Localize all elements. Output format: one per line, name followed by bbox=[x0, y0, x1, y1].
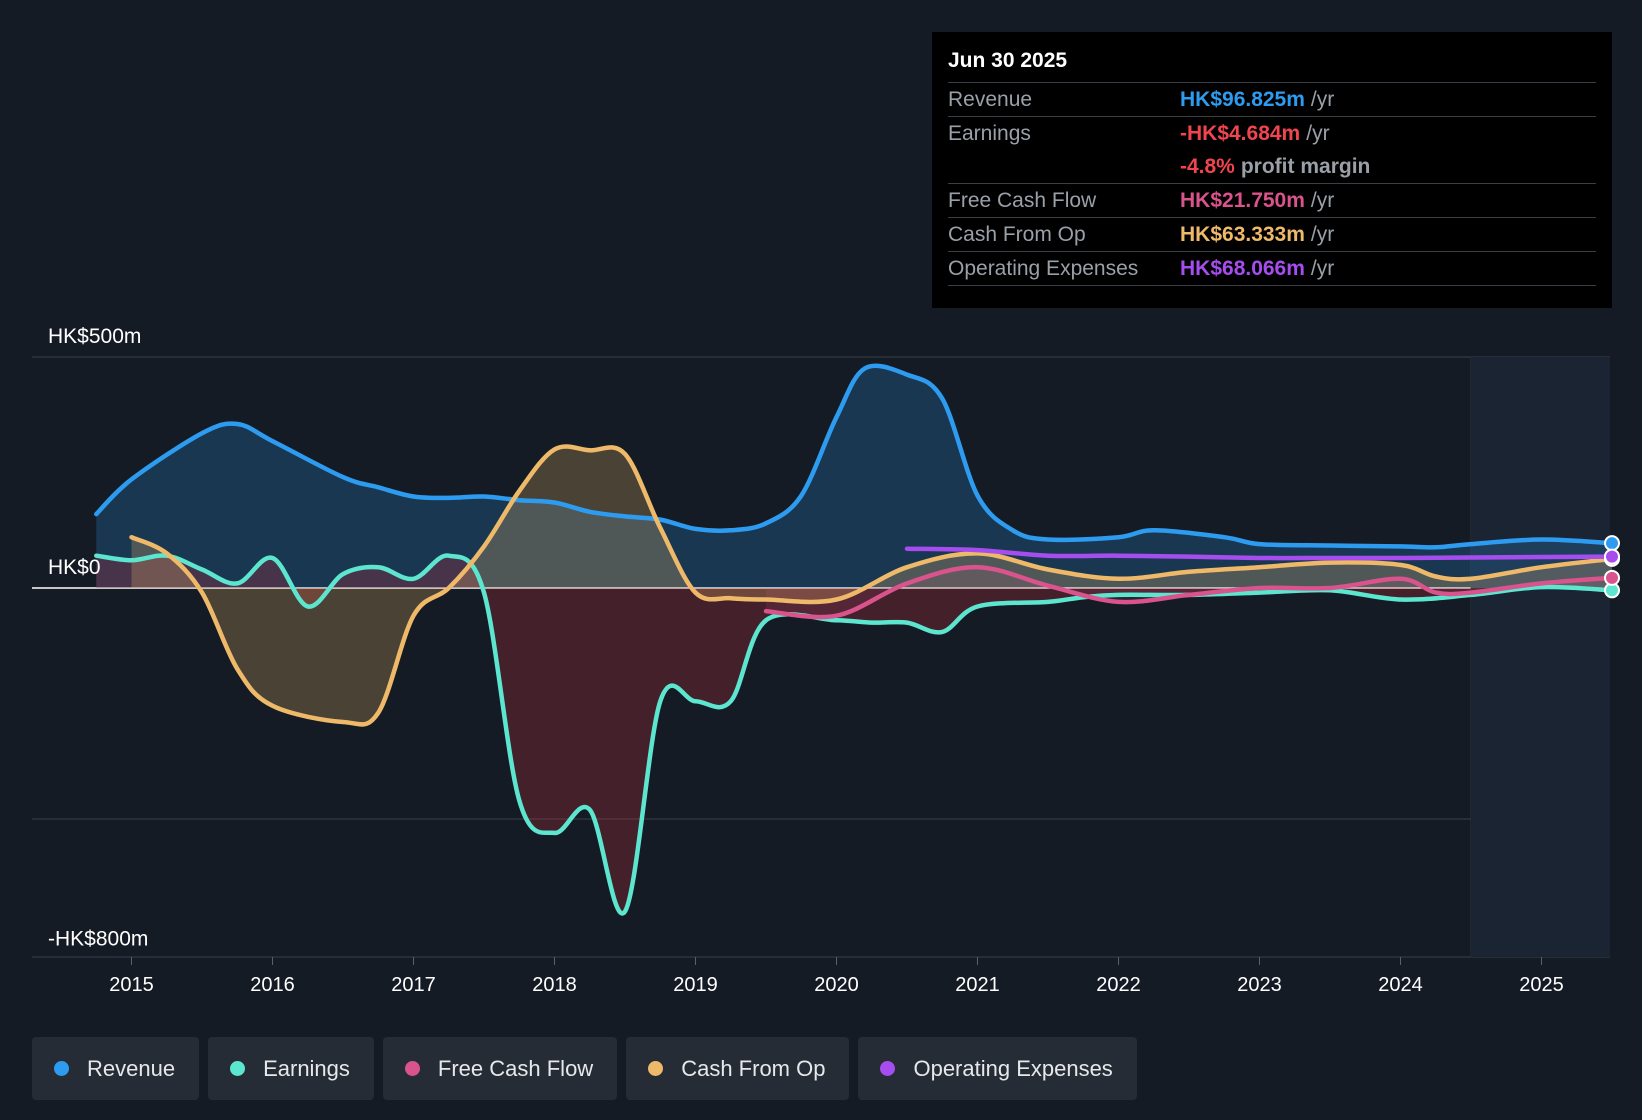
tooltip-row: Earnings -HK$4.684m/yr bbox=[948, 117, 1596, 150]
x-tick-label: 2020 bbox=[814, 974, 859, 996]
free-cash-flow-line bbox=[763, 564, 1615, 620]
tooltip-row-value: HK$96.825m bbox=[1180, 88, 1305, 111]
tooltip-row: Free Cash Flow HK$21.750m/yr bbox=[948, 184, 1596, 218]
series-endpoints bbox=[1604, 535, 1620, 599]
y-tick-label: HK$500m bbox=[48, 325, 141, 348]
tooltip-row-label bbox=[948, 150, 1180, 183]
operating-expenses-endpoint bbox=[1604, 548, 1620, 565]
x-tick-label: 2015 bbox=[109, 974, 154, 996]
legend-label: Revenue bbox=[87, 1055, 176, 1081]
legend-dot-icon bbox=[880, 1061, 896, 1076]
legend-item-free-cash-flow[interactable]: Free Cash Flow bbox=[382, 1037, 618, 1100]
x-tick-label: 2021 bbox=[955, 974, 1000, 996]
tooltip-row-unit: /yr bbox=[1310, 257, 1335, 280]
legend-dot-icon bbox=[648, 1061, 664, 1076]
tooltip-row-unit: /yr bbox=[1310, 189, 1335, 212]
revenue-line bbox=[94, 363, 1615, 550]
tooltip-row-unit: /yr bbox=[1306, 122, 1330, 145]
cash-from-op-line bbox=[129, 444, 1615, 727]
tooltip-row-unit: /yr bbox=[1310, 88, 1335, 111]
tooltip-rows: Revenue HK$96.825m/yr Earnings -HK$4.684m/y… bbox=[948, 83, 1596, 286]
legend-item-revenue[interactable]: Revenue bbox=[32, 1037, 200, 1100]
x-tick-label: 2024 bbox=[1378, 974, 1423, 996]
tooltip-row-value: HK$68.066m bbox=[1180, 257, 1305, 280]
revenue-endpoint bbox=[1604, 535, 1620, 552]
legend-item-cash-from-op[interactable]: Cash From Op bbox=[626, 1037, 850, 1100]
y-tick-label: -HK$800m bbox=[48, 928, 148, 951]
x-tick-label: 2018 bbox=[532, 974, 577, 996]
tooltip-date: Jun 30 2025 bbox=[948, 46, 1596, 83]
tooltip-row-value: -4.8% bbox=[1180, 155, 1235, 178]
tooltip-row-value: HK$21.750m bbox=[1180, 189, 1305, 212]
legend-dot-icon bbox=[230, 1061, 246, 1076]
x-tick-label: 2016 bbox=[250, 974, 295, 996]
x-tick-label: 2023 bbox=[1237, 974, 1282, 996]
legend-label: Cash From Op bbox=[681, 1055, 826, 1081]
x-tick-label: 2022 bbox=[1096, 974, 1141, 996]
tooltip-row-label: Earnings bbox=[948, 122, 1031, 145]
tooltip-row: -4.8% profit margin bbox=[948, 150, 1596, 184]
tooltip-row: Revenue HK$96.825m/yr bbox=[948, 83, 1596, 117]
tooltip-row-label: Cash From Op bbox=[948, 223, 1086, 246]
tooltip-row-label: Revenue bbox=[948, 88, 1033, 111]
legend-label: Free Cash Flow bbox=[437, 1055, 594, 1081]
tooltip-row-unit: profit margin bbox=[1240, 155, 1371, 178]
tooltip-row-value: -HK$4.684m bbox=[1180, 122, 1301, 145]
legend-label: Operating Expenses bbox=[913, 1055, 1113, 1081]
revenue-area bbox=[96, 365, 1612, 588]
series-areas bbox=[96, 365, 1612, 914]
x-axis-labels: 2015 2016 2017 2018 2019 2020 2021 2022 2023 2024… bbox=[109, 957, 1564, 996]
x-tick-label: 2019 bbox=[673, 974, 718, 996]
tooltip-row-unit: /yr bbox=[1310, 223, 1335, 246]
y-tick-label: HK$0 bbox=[48, 556, 101, 579]
legend-label: Earnings bbox=[263, 1055, 350, 1081]
tooltip-row: Cash From Op HK$63.333m/yr bbox=[948, 218, 1596, 252]
tooltip-panel: Jun 30 2025 Revenue HK$96.825m/yr Earnings… bbox=[932, 32, 1612, 308]
operating-expenses-line bbox=[904, 546, 1615, 561]
earnings-area bbox=[96, 555, 1612, 914]
tooltip-row-label: Free Cash Flow bbox=[948, 189, 1097, 212]
tooltip-row-value: HK$63.333m bbox=[1180, 223, 1305, 246]
y-axis-labels: HK$500m HK$0 -HK$800m bbox=[48, 325, 148, 951]
x-tick-label: 2017 bbox=[391, 974, 436, 996]
tooltip-row: Operating Expenses HK$68.066m/yr bbox=[948, 252, 1596, 286]
legend-dot-icon bbox=[54, 1061, 69, 1076]
forecast-shade bbox=[1471, 357, 1610, 957]
legend: Revenue Earnings Free Cash Flow Cash From O… bbox=[32, 1037, 1137, 1100]
legend-item-operating-expenses[interactable]: Operating Expenses bbox=[858, 1037, 1137, 1100]
tooltip-row-label: Operating Expenses bbox=[948, 257, 1139, 280]
x-tick-label: 2025 bbox=[1519, 974, 1564, 996]
free-cash-flow-endpoint bbox=[1604, 569, 1620, 586]
legend-dot-icon bbox=[404, 1061, 420, 1076]
series-lines bbox=[94, 363, 1615, 916]
legend-item-earnings[interactable]: Earnings bbox=[208, 1037, 374, 1100]
